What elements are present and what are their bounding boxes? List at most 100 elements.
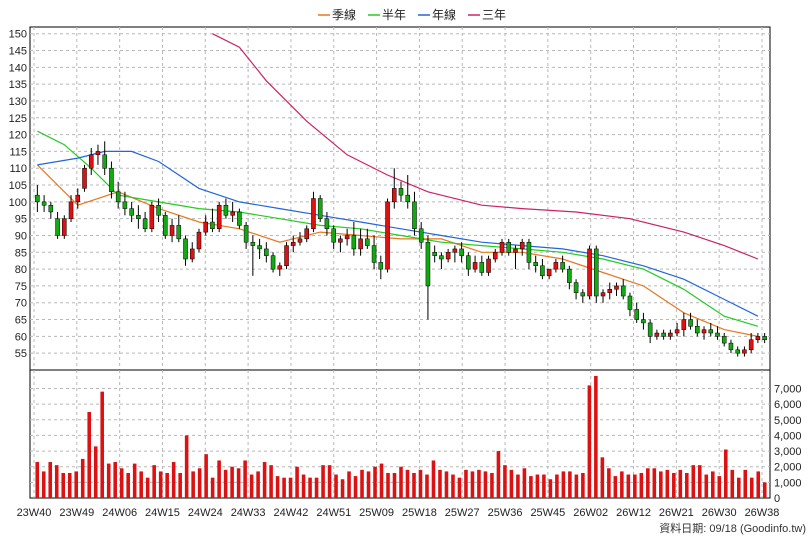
volume-bar-101 [691,465,696,498]
candle-69 [499,238,505,256]
volume-bar-83 [574,474,579,498]
volume-bar-13 [119,468,124,498]
ma-line-3 [212,33,759,260]
x-tick-label-0: 23W40 [17,507,52,519]
candle-77 [553,259,559,273]
candle-4 [62,215,67,239]
volume-tick-label-7: 7,000 [774,384,802,396]
candle-5 [68,195,74,223]
price-tick-label-5: 80 [15,264,27,276]
volume-bar-27 [210,477,215,498]
candle-66 [479,255,485,276]
legend-label-3: 三年 [482,8,506,22]
volume-bar-21 [171,462,176,498]
candle-56 [412,191,417,236]
candle-60 [439,252,444,270]
price-tick-label-6: 85 [15,247,27,259]
volume-bar-53 [379,463,384,498]
volume-bar-104 [711,471,715,498]
volume-bar-49 [353,476,358,498]
x-tick-label-14: 26W12 [616,507,651,519]
price-tick-label-4: 75 [15,281,27,293]
volume-bar-57 [405,469,410,498]
volume-bar-48 [347,471,351,498]
candle-11 [109,161,114,199]
candle-94 [668,329,673,340]
volume-bar-55 [392,472,397,498]
volume-bar-33 [249,474,254,498]
candle-70 [506,238,512,256]
volume-bar-14 [126,472,130,498]
volume-bar-81 [561,471,566,498]
candle-35 [270,252,276,273]
x-tick-label-4: 24W24 [188,507,223,519]
candle-64 [466,252,471,276]
candle-1 [41,195,47,212]
candle-38 [290,235,296,253]
x-axis: 23W40 23W49 24W06 24W15 24W24 24W33 24W42 24W51… [17,507,780,519]
volume-bar-89 [613,476,618,498]
candle-50 [371,235,377,270]
volume-bar-10 [100,391,104,498]
candle-10 [102,141,107,175]
volume-bar-5 [67,472,72,498]
volume-bar-63 [444,471,449,498]
candle-86 [614,282,619,297]
candle-67 [486,255,491,276]
candle-102 [721,333,727,347]
price-tick-label-14: 125 [9,113,27,125]
volume-bar-94 [646,468,650,498]
volume-bar-25 [197,468,202,498]
candle-9 [95,144,101,165]
candle-83 [594,245,599,303]
volume-bar-37 [275,476,280,498]
candle-75 [540,259,545,280]
volume-bar-7 [80,458,85,498]
volume-bar-74 [516,474,520,498]
candle-32 [250,235,256,276]
candle-8 [88,148,94,175]
candle-53 [391,168,397,209]
candle-93 [661,329,666,340]
volume-bar-56 [399,466,403,498]
volume-bar-110 [749,477,754,498]
candle-68 [493,248,498,263]
volume-bar-43 [314,477,319,498]
candle-72 [519,238,525,256]
volume-bar-41 [301,474,306,498]
volume-bar-40 [295,466,299,498]
volume-bar-77 [535,474,540,498]
volume-bar-30 [230,466,234,498]
volume-bar-66 [464,469,468,498]
candle-92 [654,329,660,340]
legend-label-1: 半年 [382,8,406,22]
price-panel-frame [29,26,771,371]
volume-bar-2 [48,462,53,498]
candle-12 [115,181,121,209]
candle-107 [755,333,761,344]
volume-bar-0 [35,462,40,498]
volume-bar-39 [288,477,293,498]
volume-bar-31 [236,468,241,498]
candle-27 [216,201,222,233]
candle-34 [264,242,269,263]
x-tick-label-12: 25W45 [530,507,565,519]
candle-96 [681,312,687,337]
candle-47 [351,222,357,256]
candle-17 [149,201,155,233]
candle-95 [674,322,680,337]
volume-tick-label-6: 6,000 [774,399,802,411]
volume-bar-6 [74,471,79,498]
volume-bar-50 [360,469,364,498]
candle-82 [587,245,592,300]
volume-bar-95 [652,468,657,498]
volume-bar-62 [438,469,442,498]
candle-74 [533,255,538,273]
volume-bar-12 [113,462,117,498]
volume-bar-46 [334,474,338,498]
candle-62 [452,245,458,263]
candle-3 [55,211,60,239]
candle-97 [688,312,693,330]
volume-bar-96 [659,471,663,498]
